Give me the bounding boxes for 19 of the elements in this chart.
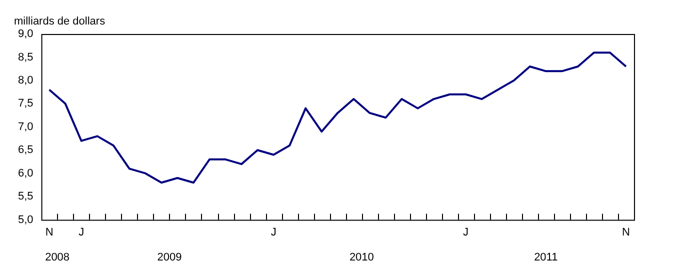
y-axis-title: milliards de dollars — [14, 16, 106, 28]
y-tick-label: 7,0 — [18, 120, 34, 133]
y-tick-label: 5,5 — [18, 190, 34, 203]
text: 2009 — [157, 251, 182, 264]
x-tick-label: J — [270, 226, 276, 238]
y-tick-label: 8,0 — [18, 74, 34, 86]
x-tick-label: N — [622, 226, 630, 238]
y-tick-label: 6,0 — [18, 167, 34, 180]
text: 2011 — [534, 251, 558, 264]
x-tick-label: J — [78, 226, 84, 238]
text: 2008 — [45, 251, 70, 264]
y-tick-label: 8,5 — [18, 51, 34, 64]
y-tick-label: 9,0 — [18, 28, 34, 40]
x-tick-label: J — [463, 226, 469, 238]
y-tick-label: 7,5 — [18, 98, 34, 110]
text: 2010 — [349, 251, 374, 264]
y-tick-label: 5,0 — [18, 214, 34, 226]
x-tick-label: N — [45, 226, 54, 238]
y-tick-label: 6,5 — [18, 144, 34, 156]
